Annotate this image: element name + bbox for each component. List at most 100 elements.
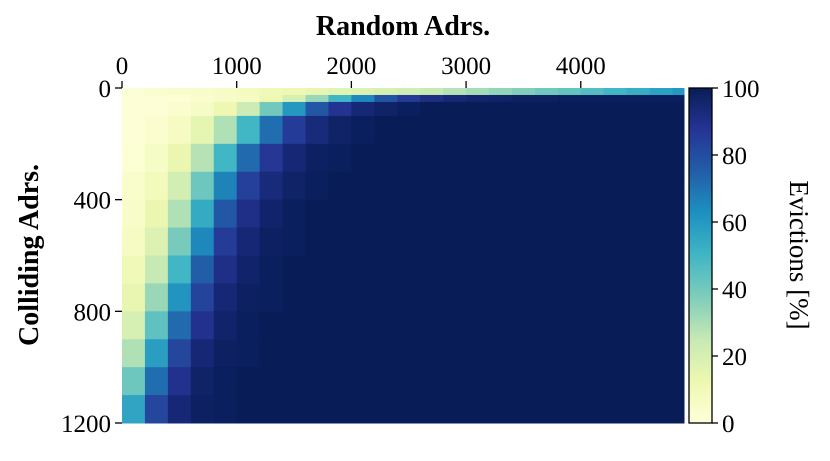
heatmap-cell <box>511 311 536 340</box>
heatmap-cell <box>443 115 467 145</box>
heatmap-cell <box>489 115 513 145</box>
heatmap-cell <box>580 199 605 229</box>
heatmap-cell <box>328 199 352 229</box>
heatmap-cell <box>351 395 375 424</box>
heatmap-cell <box>259 115 284 145</box>
heatmap-cell <box>511 88 536 96</box>
heatmap-cell <box>672 255 685 284</box>
heatmap-cell <box>144 199 169 229</box>
heatmap-cell <box>397 171 421 201</box>
x-axis-label: Random Adrs. <box>316 11 490 42</box>
heatmap-cell <box>305 115 329 145</box>
heatmap-cell <box>122 339 146 368</box>
heatmap-cell <box>626 255 651 284</box>
heatmap-cell <box>190 339 215 368</box>
colorbar-tick-label: 100 <box>722 76 760 103</box>
axes: 0 1000 2000 3000 4000 0 400 800 1200 <box>61 53 606 438</box>
heatmap-cell <box>672 115 685 145</box>
heatmap-cell <box>122 255 146 284</box>
heatmap-cell <box>167 367 192 396</box>
heatmap-cell <box>603 395 628 424</box>
heatmap-cell <box>443 143 467 173</box>
heatmap-cell <box>672 395 685 424</box>
heatmap-cell <box>511 115 536 145</box>
heatmap-cell <box>305 101 329 117</box>
heatmap-cell <box>489 94 513 103</box>
heatmap-cell <box>603 101 628 117</box>
heatmap-cell <box>420 171 444 201</box>
heatmap-cell <box>443 199 467 229</box>
heatmap-cell <box>489 255 513 284</box>
heatmap-cell <box>511 94 536 103</box>
heatmap-cell <box>603 143 628 173</box>
heatmap-cell <box>259 101 284 117</box>
heatmap-cell <box>236 199 261 229</box>
heatmap-cell <box>397 339 421 368</box>
heatmap-cell <box>489 171 513 201</box>
y-tick-label: 800 <box>74 299 112 326</box>
heatmap-cell <box>649 311 674 340</box>
heatmap-cell <box>236 115 261 145</box>
x-tick-label: 1000 <box>212 53 262 80</box>
heatmap-cell <box>580 227 605 256</box>
heatmap-cell <box>649 367 674 396</box>
heatmap-cell <box>122 171 146 201</box>
heatmap-cell <box>649 143 674 173</box>
heatmap-cell <box>259 199 284 229</box>
heatmap-cell <box>190 199 215 229</box>
heatmap-cell <box>122 143 146 173</box>
heatmap-cell <box>213 88 238 96</box>
heatmap-cell <box>374 255 398 284</box>
heatmap-cell <box>259 94 284 103</box>
heatmap-cell <box>144 395 169 424</box>
heatmap-cell <box>167 143 192 173</box>
heatmap-cell <box>420 88 444 96</box>
heatmap-cell <box>282 101 307 117</box>
heatmap-cell <box>397 255 421 284</box>
heatmap-cell <box>397 115 421 145</box>
heatmap-cell <box>374 199 398 229</box>
heatmap-cell <box>420 339 444 368</box>
heatmap-cell <box>626 395 651 424</box>
heatmap-cell <box>305 199 329 229</box>
heatmap-cell <box>603 171 628 201</box>
heatmap-cell <box>282 283 307 312</box>
heatmap-cell <box>603 339 628 368</box>
heatmap-cell <box>236 94 261 103</box>
heatmap-cell <box>580 94 605 103</box>
heatmap-cell <box>190 101 215 117</box>
heatmap-cell <box>580 255 605 284</box>
heatmap-cell <box>534 367 559 396</box>
heatmap-cell <box>557 94 582 103</box>
heatmap-cell <box>144 94 169 103</box>
heatmap-cell <box>466 255 490 284</box>
heatmap-cell <box>534 94 559 103</box>
heatmap-cell <box>466 283 490 312</box>
x-tick-label: 3000 <box>441 53 491 80</box>
heatmap-cell <box>190 94 215 103</box>
heatmap-cell <box>557 255 582 284</box>
heatmap-cell <box>190 255 215 284</box>
heatmap-cell <box>282 199 307 229</box>
heatmap-cell <box>351 101 375 117</box>
heatmap-cell <box>489 395 513 424</box>
heatmap-cell <box>305 283 329 312</box>
colorbar-tick-label: 80 <box>722 143 747 170</box>
heatmap-cell <box>144 311 169 340</box>
heatmap-cell <box>672 94 685 103</box>
heatmap-cell <box>443 227 467 256</box>
heatmap-cell <box>236 88 261 96</box>
y-tick-label: 400 <box>74 188 112 215</box>
heatmap-cell <box>626 339 651 368</box>
heatmap-cell <box>626 88 651 96</box>
heatmap-cell <box>213 283 238 312</box>
heatmap-cell <box>603 283 628 312</box>
heatmap-cell <box>672 199 685 229</box>
heatmap-cell <box>672 283 685 312</box>
heatmap-cell <box>534 143 559 173</box>
heatmap-cell <box>282 115 307 145</box>
heatmap-cell <box>603 227 628 256</box>
heatmap-cell <box>374 94 398 103</box>
heatmap-cell <box>626 101 651 117</box>
heatmap-cell <box>534 283 559 312</box>
